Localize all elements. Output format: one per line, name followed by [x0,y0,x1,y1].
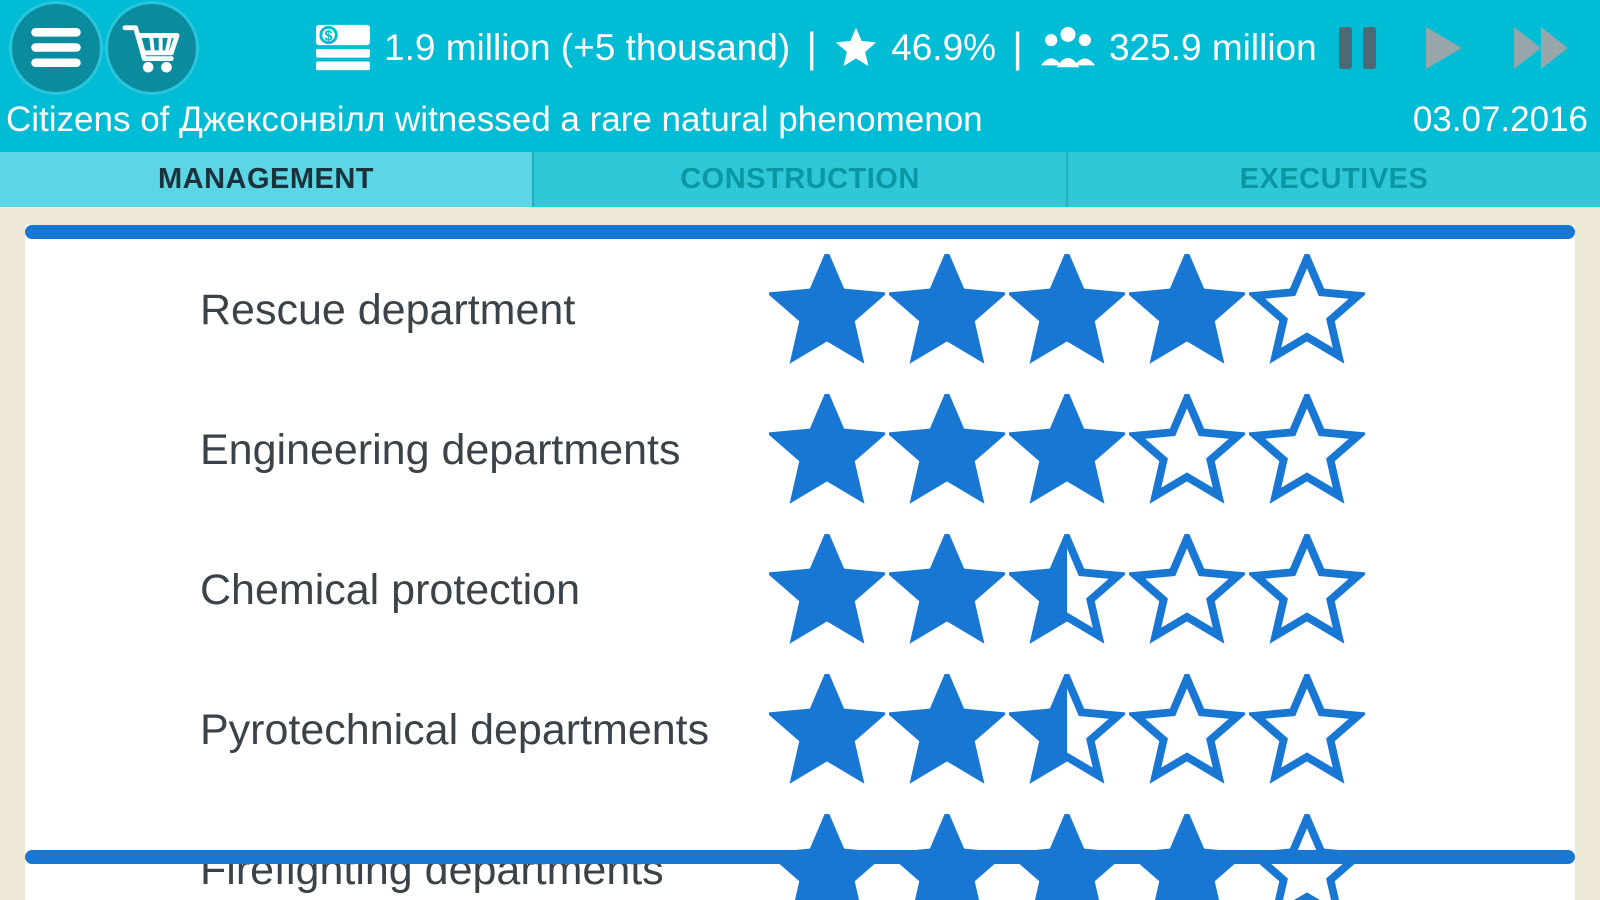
tab-management[interactable]: MANAGEMENT [0,152,532,207]
full-star-icon [1009,254,1125,366]
department-row[interactable]: Engineering departments [25,380,1575,520]
svg-text:$: $ [325,28,333,44]
money-stat[interactable]: $ 1.9 million (+5 thousand) [314,22,790,74]
tab-executives[interactable]: EXECUTIVES [1066,152,1600,207]
money-value: 1.9 million (+5 thousand) [384,27,791,68]
half-star-icon [1009,534,1125,646]
rating-stat[interactable]: 46.9% [833,26,996,70]
department-row[interactable]: Rescue department [25,240,1575,380]
full-star-icon [1129,254,1245,366]
department-name: Engineering departments [200,425,681,474]
play-icon [1426,27,1462,69]
money-icon: $ [316,24,370,71]
full-star-icon [889,254,1005,366]
department-row[interactable]: Pyrotechnical departments [25,660,1575,800]
population-value: 325.9 million [1108,27,1317,68]
full-star-icon [769,394,885,506]
full-star-icon [889,534,1005,646]
stat-separator: | [1012,24,1023,71]
hamburger-icon [31,28,81,68]
top-hud: $ 1.9 million (+5 thousand) | 46.9% | [0,0,1600,96]
panel-top-border [25,225,1575,239]
fast-forward-icon [1514,27,1568,69]
cart-icon [122,25,180,73]
population-stat[interactable]: 325.9 million [1039,26,1317,71]
tab-bar: MANAGEMENT CONSTRUCTION EXECUTIVES [0,152,1600,207]
full-star-icon [889,394,1005,506]
rating-value: 46.9% [891,27,997,68]
department-name: Chemical protection [200,565,581,614]
full-star-icon [889,674,1005,786]
panel-bottom-border [25,850,1575,864]
fast-forward-button[interactable] [1514,26,1570,70]
empty-star-icon [1129,534,1245,646]
rating-star-icon [836,27,877,66]
shop-button[interactable] [108,4,196,92]
time-controls [1339,26,1570,70]
news-bar: Citizens of Джексонвілл witnessed a rare… [0,96,1600,152]
rating-stars [769,534,1365,646]
pause-icon [1339,27,1376,69]
department-name: Rescue department [200,285,576,334]
full-star-icon [1009,394,1125,506]
half-star-icon [1009,674,1125,786]
empty-star-icon [1249,394,1365,506]
pause-button[interactable] [1339,27,1376,69]
department-row[interactable]: Chemical protection [25,520,1575,660]
empty-star-icon [1249,674,1365,786]
full-star-icon [769,674,885,786]
rating-stars [769,394,1365,506]
menu-button[interactable] [12,4,100,92]
departments-list: Rescue department Engineering departments… [25,225,1575,900]
empty-star-icon [1249,534,1365,646]
population-icon [1040,26,1096,67]
date-display: 03.07.2016 [1412,100,1588,139]
hud-stats: $ 1.9 million (+5 thousand) | 46.9% | [314,22,1317,74]
empty-star-icon [1249,254,1365,366]
news-headline[interactable]: Citizens of Джексонвілл witnessed a rare… [6,100,983,139]
full-star-icon [769,534,885,646]
empty-star-icon [1129,394,1245,506]
empty-star-icon [1129,674,1245,786]
tab-construction[interactable]: CONSTRUCTION [532,152,1066,207]
departments-panel: Rescue department Engineering departments… [25,225,1575,900]
department-name: Pyrotechnical departments [200,705,710,754]
play-button[interactable] [1426,26,1464,70]
stat-separator: | [806,24,818,71]
content-area: Rescue department Engineering departments… [0,207,1600,900]
full-star-icon [769,254,885,366]
rating-stars [769,254,1365,366]
rating-stars [769,674,1365,786]
